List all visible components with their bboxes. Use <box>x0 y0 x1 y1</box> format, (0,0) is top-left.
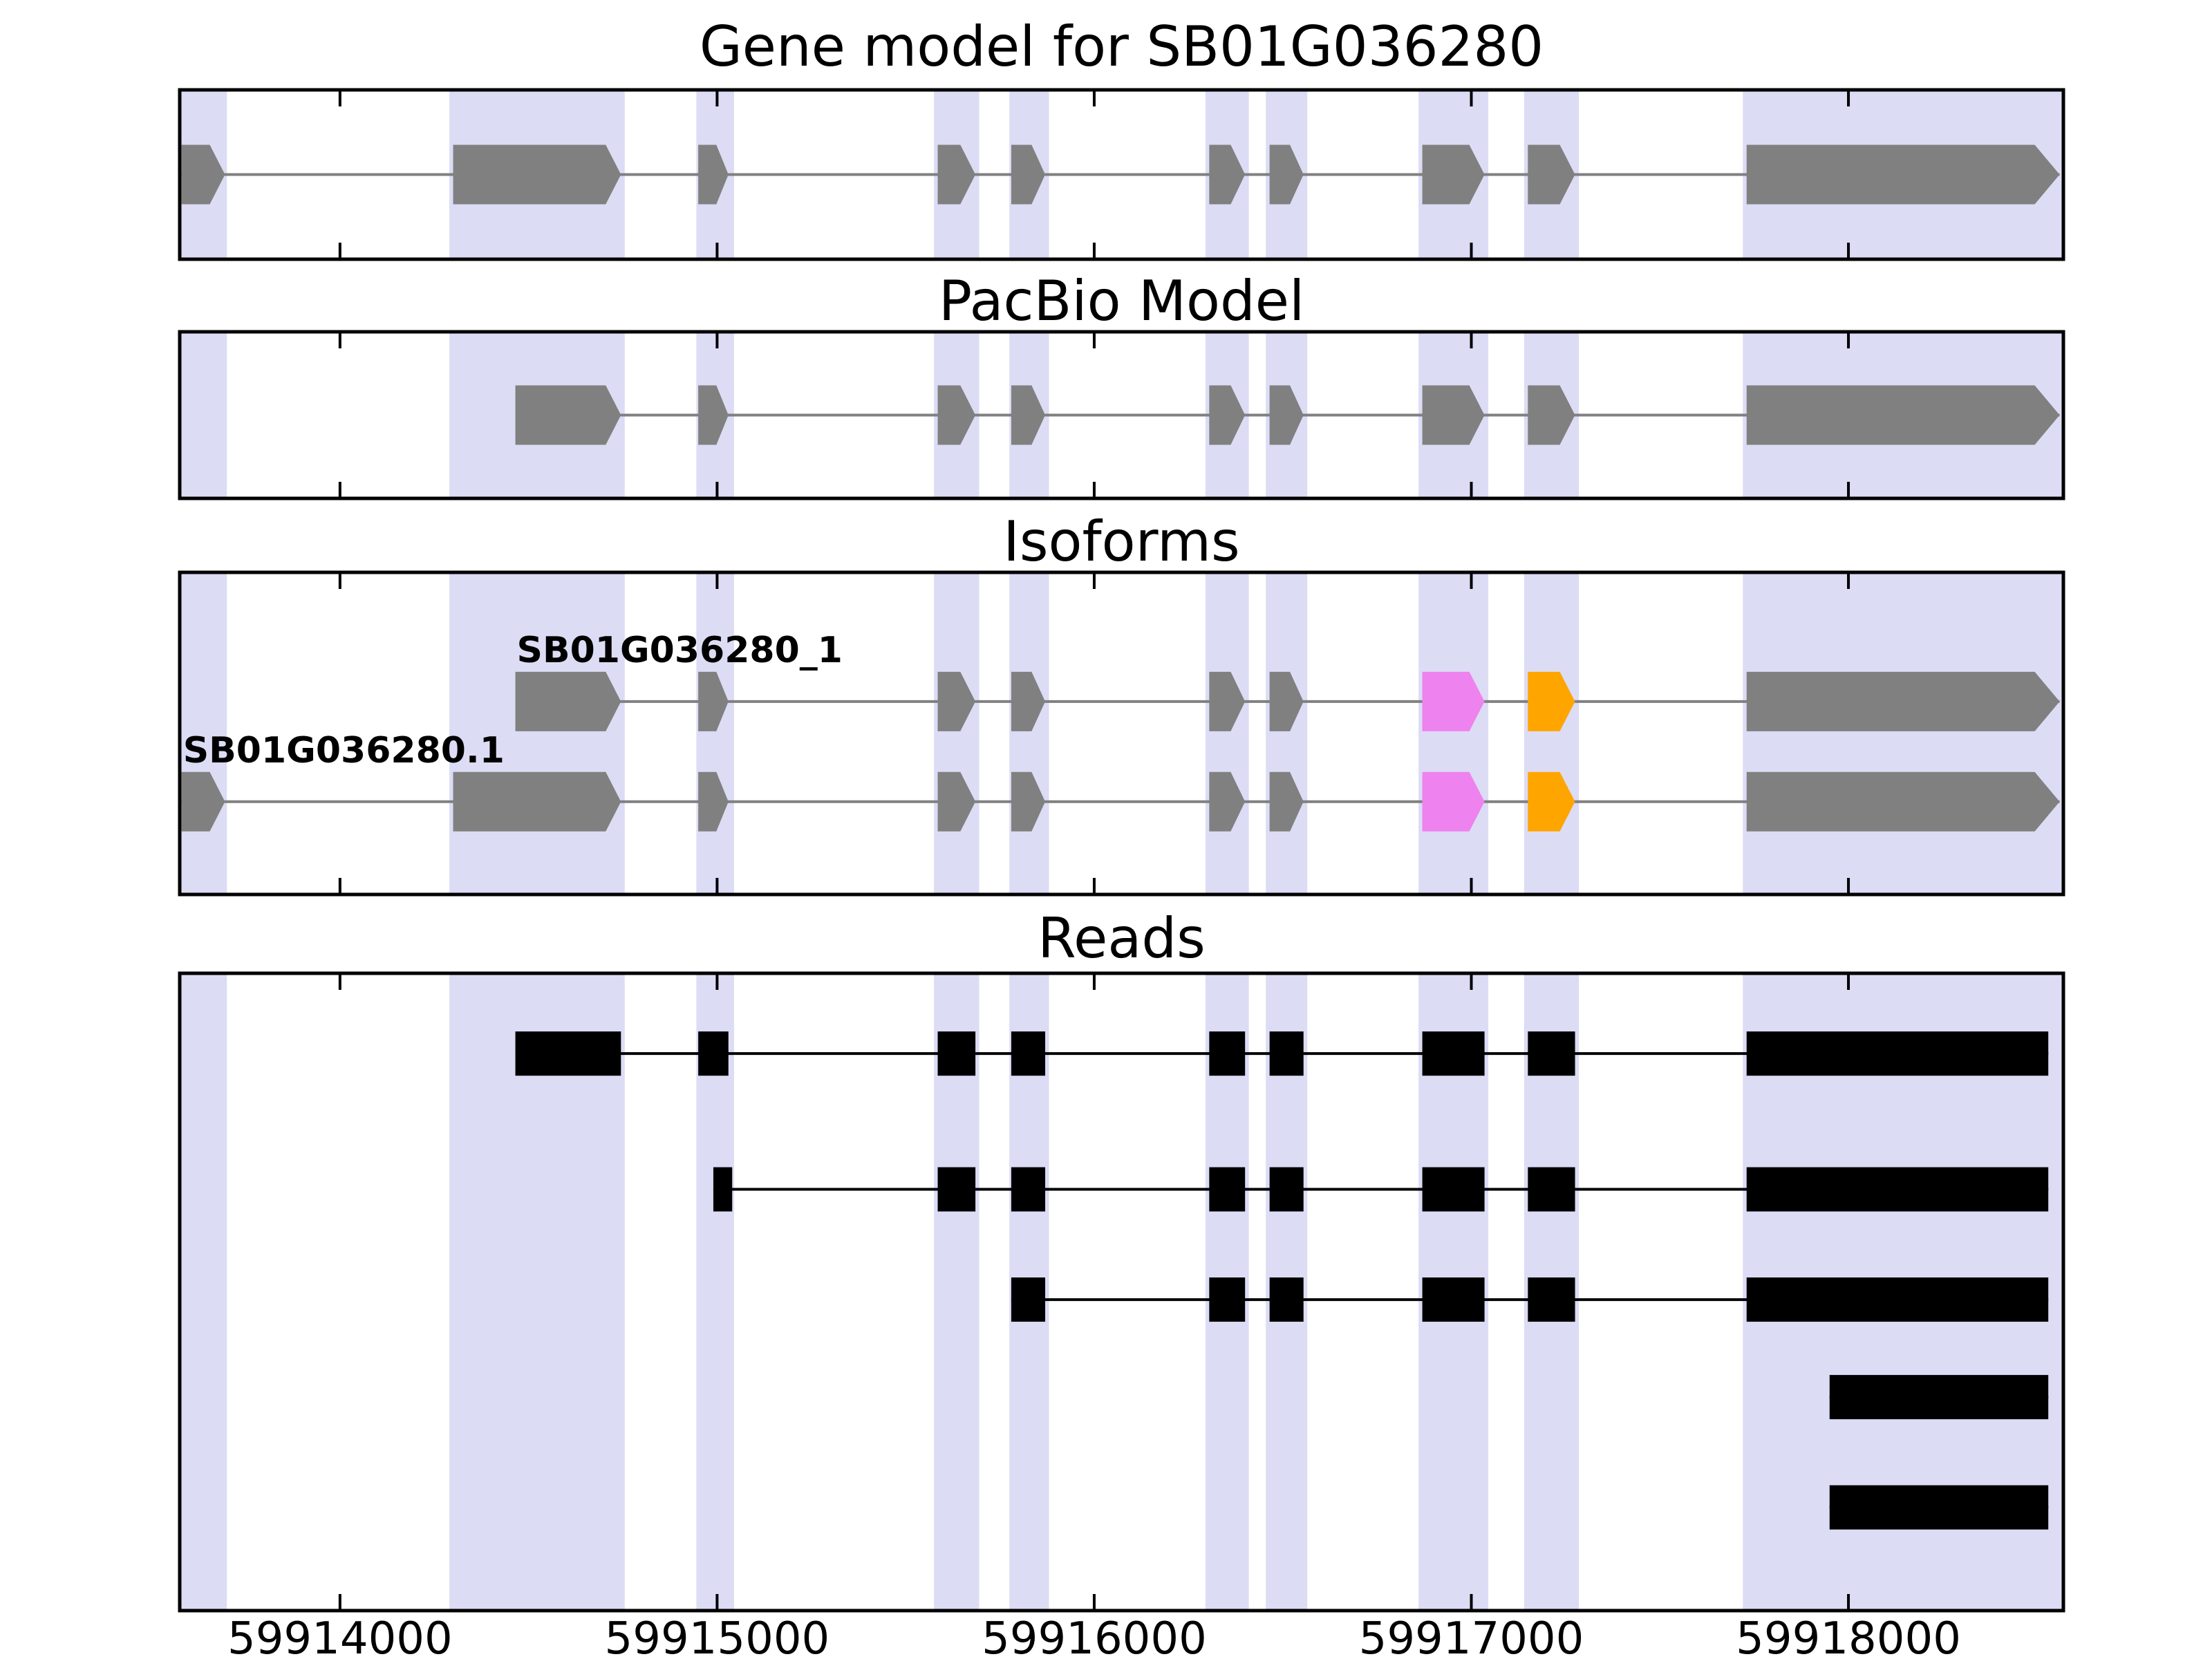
exon <box>937 771 976 832</box>
highlight-band <box>934 572 980 894</box>
read-segment <box>937 1031 976 1076</box>
read-segment <box>1269 1277 1304 1322</box>
exon <box>1746 771 2060 832</box>
read-segment <box>1422 1167 1485 1212</box>
read-segment <box>1209 1277 1246 1322</box>
x-tick-label: 59914000 <box>227 1613 453 1659</box>
read-segment <box>1011 1277 1046 1322</box>
panel-border <box>178 330 2065 500</box>
exon <box>1269 144 1304 205</box>
read-segment <box>1269 1031 1304 1076</box>
exon <box>1422 385 1485 445</box>
isoform-label: SB01G036280_1 <box>517 630 843 671</box>
exon <box>698 385 729 445</box>
exon <box>1528 671 1575 731</box>
exon <box>1422 144 1485 205</box>
read-segment <box>515 1031 621 1076</box>
read-segment <box>1269 1167 1304 1212</box>
highlight-band <box>1743 572 2063 894</box>
exon <box>1269 771 1304 832</box>
exon <box>1746 671 2060 731</box>
read-segment <box>713 1167 733 1212</box>
read-segment <box>1746 1277 2049 1322</box>
highlight-band <box>1009 572 1049 894</box>
read-segment <box>1422 1031 1485 1076</box>
read-segment <box>1746 1031 2049 1076</box>
panel-title-pacbio: PacBio Model <box>938 269 1305 333</box>
read-segment <box>937 1167 976 1212</box>
panel-border <box>178 971 2065 1613</box>
read-segment <box>1209 1167 1246 1212</box>
exon <box>937 385 976 445</box>
exon <box>698 144 729 205</box>
exon <box>1422 771 1485 832</box>
panel-border <box>178 570 2065 897</box>
exon <box>1269 385 1304 445</box>
read-segment <box>1829 1375 2049 1420</box>
panel-title-gene-model: Gene model for SB01G036280 <box>699 15 1544 79</box>
read-segment <box>1528 1167 1575 1212</box>
panel-title-reads: Reads <box>1038 906 1206 971</box>
exon <box>937 671 976 731</box>
highlight-band <box>1524 572 1579 894</box>
exon <box>1011 385 1046 445</box>
exon <box>1209 671 1246 731</box>
highlight-band <box>1205 572 1249 894</box>
exon <box>1746 144 2060 205</box>
read-segment <box>1011 1031 1046 1076</box>
exon <box>1209 144 1246 205</box>
exon <box>1011 671 1046 731</box>
highlight-band <box>181 332 227 498</box>
exon <box>1746 385 2060 445</box>
panel-border <box>178 88 2065 261</box>
highlight-band <box>181 572 227 894</box>
x-tick-label: 59915000 <box>605 1613 830 1659</box>
read-segment <box>1528 1031 1575 1076</box>
exon <box>1209 771 1246 832</box>
exon <box>1269 671 1304 731</box>
read-segment <box>1746 1167 2049 1212</box>
read-segment <box>1011 1167 1046 1212</box>
isoform-label: SB01G036280.1 <box>183 730 505 771</box>
read-segment <box>1209 1031 1246 1076</box>
panel-title-isoforms: Isoforms <box>1003 509 1240 574</box>
exon <box>698 671 729 731</box>
exon <box>181 771 225 832</box>
highlight-band <box>696 572 734 894</box>
exon <box>1528 771 1575 832</box>
exon <box>1528 385 1575 445</box>
exon <box>1209 385 1246 445</box>
exon <box>1528 144 1575 205</box>
exon <box>515 671 621 731</box>
highlight-band <box>449 973 625 1611</box>
read-segment <box>1528 1277 1575 1322</box>
x-tick-label: 59918000 <box>1736 1613 1961 1659</box>
exon <box>181 144 225 205</box>
highlight-band <box>449 572 625 894</box>
highlight-band <box>934 973 980 1611</box>
exon <box>937 144 976 205</box>
exon <box>1422 671 1485 731</box>
highlight-band <box>1266 572 1308 894</box>
exon <box>453 771 621 832</box>
x-tick-label: 59917000 <box>1359 1613 1584 1659</box>
exon <box>453 144 621 205</box>
exon <box>1011 144 1046 205</box>
read-segment <box>1422 1277 1485 1322</box>
highlight-band <box>1418 572 1489 894</box>
exon <box>515 385 621 445</box>
x-tick-label: 59916000 <box>982 1613 1207 1659</box>
read-segment <box>1829 1485 2049 1530</box>
highlight-band <box>696 973 734 1611</box>
read-segment <box>698 1031 729 1076</box>
exon <box>1011 771 1046 832</box>
highlight-band <box>181 973 227 1611</box>
exon <box>698 771 729 832</box>
